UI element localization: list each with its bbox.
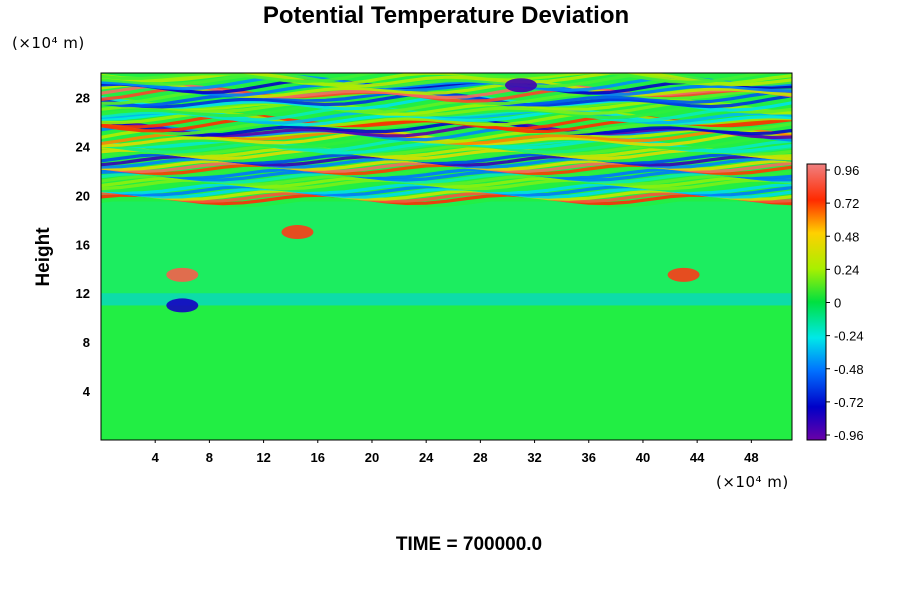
- x-tick-label: 12: [256, 450, 270, 465]
- wave-stripe: [101, 120, 792, 137]
- wave-stripe: [101, 148, 792, 161]
- x-tick-label: 28: [473, 450, 487, 465]
- x-ticks: 4 8 12 16 20 24 28 32 36 40 44 48: [152, 440, 759, 465]
- wave-stripe: [101, 193, 792, 206]
- field-feature: [166, 267, 199, 282]
- plot-frame: [100, 72, 793, 441]
- colorbar: 0.96 0.72 0.48 0.24 0 -0.24 -0.48 -0.72 -0.96: [806, 163, 864, 443]
- field-feature: [505, 78, 538, 93]
- x-unit-label: (×10⁴ m): [716, 473, 789, 491]
- wave-stripe: [101, 169, 792, 182]
- x-tick-label: 32: [527, 450, 541, 465]
- wave-stripe: [101, 191, 792, 204]
- wave-stripe: [101, 89, 792, 108]
- y-tick-label: 8: [83, 335, 90, 350]
- y-tick-label: 12: [76, 286, 90, 301]
- x-tick-label: 20: [365, 450, 379, 465]
- wave-stripe: [101, 83, 792, 100]
- colorbar-tick-label: 0.48: [834, 229, 859, 244]
- wave-stripe: [101, 73, 792, 89]
- x-tick-label: 44: [690, 450, 705, 465]
- colorbar-scale: [806, 163, 827, 441]
- field-feature: [281, 225, 314, 240]
- colorbar-tick-label: 0.96: [834, 163, 859, 178]
- y-axis-label: Height: [33, 227, 54, 287]
- wave-stripe: [101, 73, 781, 85]
- colorbar-tick-label: 0.72: [834, 196, 859, 211]
- colorbar-tick-label: 0.24: [834, 262, 859, 277]
- y-ticks: 4 8 12 16 20 24 28: [76, 90, 91, 399]
- colorbar-ticks: 0.96 0.72 0.48 0.24 0 -0.24 -0.48 -0.72 -0.96: [826, 163, 864, 443]
- wave-stripe: [101, 80, 792, 97]
- time-label: TIME = 700000.0: [396, 534, 542, 555]
- y-tick-label: 24: [76, 139, 91, 154]
- y-tick-label: 16: [76, 237, 90, 252]
- field-layers: [101, 73, 792, 313]
- x-tick-label: 36: [582, 450, 596, 465]
- x-tick-label: 4: [152, 450, 160, 465]
- field-feature: [667, 267, 700, 282]
- colorbar-tick-label: -0.48: [834, 362, 864, 377]
- colorbar-tick-label: -0.96: [834, 428, 864, 443]
- chart-title: Potential Temperature Deviation: [263, 2, 629, 29]
- colorbar-tick-label: 0: [834, 296, 841, 311]
- x-tick-label: 16: [311, 450, 325, 465]
- x-tick-label: 8: [206, 450, 213, 465]
- heatmap-field: [101, 73, 792, 440]
- field-feature: [166, 298, 199, 313]
- field-zone-tropopause: [101, 293, 792, 306]
- wave-stripe: [101, 130, 792, 148]
- x-tick-label: 24: [419, 450, 434, 465]
- y-tick-label: 28: [76, 90, 90, 105]
- colorbar-tick-label: -0.72: [834, 395, 864, 410]
- x-tick-label: 48: [744, 450, 758, 465]
- y-unit-label: (×10⁴ m): [12, 34, 85, 52]
- y-tick-label: 4: [83, 384, 91, 399]
- y-tick-label: 20: [76, 188, 90, 203]
- x-tick-label: 40: [636, 450, 650, 465]
- colorbar-tick-label: -0.24: [834, 329, 864, 344]
